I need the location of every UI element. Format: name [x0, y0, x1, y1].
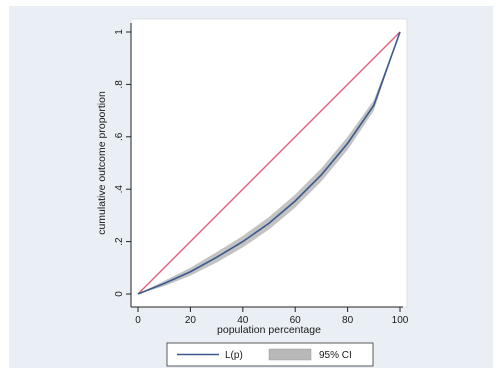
x-tick-label: 0: [135, 315, 141, 326]
equality-line: [137, 31, 401, 295]
y-tick-label: .6: [114, 132, 125, 141]
legend-label-lp: L(p): [225, 350, 243, 361]
x-tick-label: 20: [185, 315, 197, 326]
y-axis-title: cumulative outcome proportion: [96, 91, 108, 235]
legend-band-swatch: [268, 348, 312, 361]
y-tick-label: .2: [114, 237, 125, 246]
x-axis-title: population percentage: [217, 324, 321, 336]
x-tick-label: 100: [392, 315, 409, 326]
x-tick-label: 80: [342, 315, 354, 326]
y-tick-label: .8: [114, 80, 125, 89]
x-tick-label: 40: [237, 315, 249, 326]
x-tick-label: 60: [290, 315, 302, 326]
lorenz-curve: [137, 31, 401, 295]
y-tick-label: .4: [114, 185, 125, 194]
legend-label-ci: 95% CI: [319, 350, 352, 361]
y-tick-label: 1: [114, 29, 125, 35]
y-tick-label: 0: [114, 291, 125, 297]
